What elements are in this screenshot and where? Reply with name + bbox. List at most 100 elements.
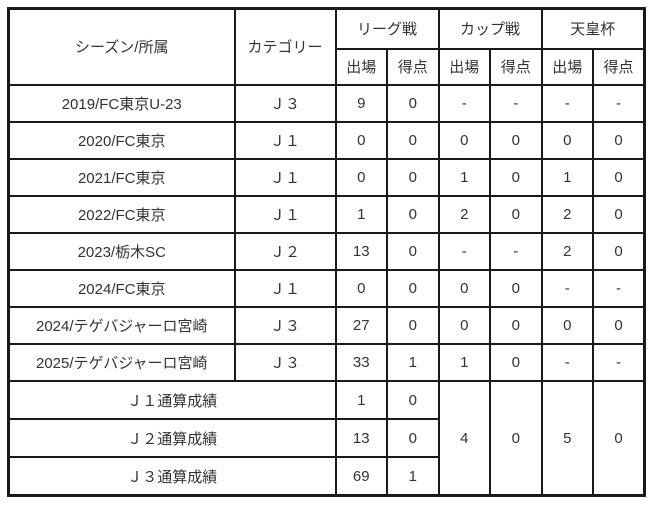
cell-emperor-goals: 0 — [592, 120, 646, 160]
cell-total-label: Ｊ３通算成績 — [7, 456, 337, 497]
cell-league-goals: 1 — [386, 343, 440, 383]
cell-total-league-goals: 0 — [386, 380, 440, 421]
cell-cup-apps: 1 — [437, 343, 492, 383]
cell-total-cup-goals: 0 — [489, 380, 543, 497]
cell-category: Ｊ３ — [233, 305, 337, 346]
cell-cup-apps: 0 — [437, 268, 492, 308]
cell-season: 2022/FC東京 — [7, 194, 236, 234]
cell-season: 2024/FC東京 — [7, 268, 236, 308]
header-group-row: シーズン/所属 カテゴリー リーグ戦 カップ戦 天皇杯 — [7, 7, 646, 86]
cell-cup-goals: 0 — [489, 120, 543, 160]
cell-season: 2019/FC東京U-23 — [7, 83, 236, 123]
cell-league-goals: 0 — [386, 120, 440, 160]
cell-league-goals: 0 — [386, 83, 440, 123]
cell-cup-goals: 0 — [489, 194, 543, 234]
header-league-goals: 得点 — [386, 47, 440, 86]
totals-row-j3: Ｊ３通算成績 69 1 — [7, 456, 645, 497]
cell-total-label: Ｊ１通算成績 — [7, 380, 337, 421]
cell-emperor-apps: 1 — [540, 157, 595, 197]
stats-row: 2024/テゲバジャーロ宮崎 Ｊ３ 27 0 0 0 0 0 — [7, 305, 646, 346]
header-cup-goals: 得点 — [489, 47, 543, 86]
stats-row: 2022/FC東京 Ｊ１ 1 0 2 0 2 0 — [7, 194, 646, 234]
cell-category: Ｊ２ — [233, 231, 337, 271]
cell-total-league-apps: 69 — [334, 456, 388, 497]
header-league: リーグ戦 — [334, 7, 440, 50]
cell-emperor-goals: - — [592, 83, 646, 123]
cell-league-apps: 0 — [334, 268, 388, 308]
stats-row: 2025/テゲバジャーロ宮崎 Ｊ３ 33 1 1 0 - - — [7, 343, 646, 383]
cell-cup-apps: 0 — [437, 120, 492, 160]
cell-league-goals: 0 — [386, 268, 440, 308]
cell-cup-goals: 0 — [489, 157, 543, 197]
stats-row: 2020/FC東京 Ｊ１ 0 0 0 0 0 0 — [7, 120, 646, 160]
stats-row: 2024/FC東京 Ｊ１ 0 0 0 0 - - — [7, 268, 646, 308]
cell-emperor-apps: - — [540, 268, 595, 308]
stats-row: 2021/FC東京 Ｊ１ 0 0 1 0 1 0 — [7, 157, 646, 197]
cell-cup-apps: - — [437, 231, 492, 271]
cell-emperor-goals: 0 — [592, 231, 646, 271]
cell-season: 2025/テゲバジャーロ宮崎 — [7, 343, 236, 383]
cell-total-league-goals: 0 — [386, 418, 440, 459]
header-emperor-goals: 得点 — [592, 47, 646, 86]
cell-category: Ｊ３ — [233, 83, 337, 123]
cell-cup-goals: 0 — [489, 343, 543, 383]
cell-category: Ｊ１ — [233, 268, 337, 308]
cell-total-league-apps: 13 — [334, 418, 388, 459]
cell-league-goals: 0 — [386, 305, 440, 346]
cell-cup-apps: 2 — [437, 194, 492, 234]
player-stats-table: シーズン/所属 カテゴリー リーグ戦 カップ戦 天皇杯 出場 得点 出場 得点 … — [7, 7, 647, 497]
cell-league-goals: 0 — [386, 157, 440, 197]
totals-row-j1: Ｊ１通算成績 1 0 4 0 5 0 — [7, 380, 646, 497]
cell-emperor-apps: - — [540, 343, 595, 383]
cell-league-apps: 13 — [334, 231, 388, 271]
cell-cup-apps: - — [437, 83, 492, 123]
cell-total-emperor-goals: 0 — [592, 380, 646, 497]
stats-row: 2019/FC東京U-23 Ｊ３ 9 0 - - - - — [7, 83, 646, 123]
cell-season: 2023/栃木SC — [7, 231, 236, 271]
cell-total-league-apps: 1 — [334, 380, 388, 421]
cell-emperor-apps: 0 — [540, 120, 595, 160]
cell-league-apps: 0 — [334, 120, 388, 160]
cell-cup-goals: 0 — [489, 305, 543, 346]
cell-league-apps: 33 — [334, 343, 388, 383]
cell-category: Ｊ３ — [233, 343, 337, 383]
cell-cup-goals: - — [489, 231, 543, 271]
header-emperor-cup: 天皇杯 — [540, 7, 646, 50]
cell-category: Ｊ１ — [233, 120, 337, 160]
cell-cup-apps: 1 — [437, 157, 492, 197]
stats-row: 2023/栃木SC Ｊ２ 13 0 - - 2 0 — [7, 231, 646, 271]
header-category: カテゴリー — [233, 7, 337, 86]
cell-league-apps: 9 — [334, 83, 388, 123]
cell-emperor-goals: - — [592, 343, 646, 383]
cell-cup-apps: 0 — [437, 305, 492, 346]
cell-emperor-apps: 0 — [540, 305, 595, 346]
cell-cup-goals: 0 — [489, 268, 543, 308]
header-season-club: シーズン/所属 — [7, 7, 236, 86]
cell-emperor-goals: 0 — [592, 305, 646, 346]
cell-league-apps: 0 — [334, 157, 388, 197]
cell-emperor-apps: 2 — [540, 231, 595, 271]
cell-emperor-goals: 0 — [592, 157, 646, 197]
cell-season: 2021/FC東京 — [7, 157, 236, 197]
header-league-apps: 出場 — [334, 47, 388, 86]
cell-season: 2020/FC東京 — [7, 120, 236, 160]
cell-total-emperor-apps: 5 — [540, 380, 595, 497]
cell-cup-goals: - — [489, 83, 543, 123]
header-cup: カップ戦 — [437, 7, 543, 50]
header-sub-row: 出場 得点 出場 得点 出場 得点 — [9, 47, 646, 86]
cell-league-apps: 27 — [334, 305, 388, 346]
cell-league-goals: 0 — [386, 231, 440, 271]
cell-total-cup-apps: 4 — [437, 380, 492, 497]
cell-emperor-apps: - — [540, 83, 595, 123]
header-cup-apps: 出場 — [437, 47, 492, 86]
totals-row-j2: Ｊ２通算成績 13 0 — [7, 418, 645, 459]
cell-category: Ｊ１ — [233, 194, 337, 234]
header-emperor-apps: 出場 — [540, 47, 595, 86]
cell-emperor-goals: - — [592, 268, 646, 308]
cell-total-league-goals: 1 — [386, 456, 440, 497]
cell-total-label: Ｊ２通算成績 — [7, 418, 337, 459]
cell-category: Ｊ１ — [233, 157, 337, 197]
cell-emperor-goals: 0 — [592, 194, 646, 234]
cell-league-goals: 0 — [386, 194, 440, 234]
